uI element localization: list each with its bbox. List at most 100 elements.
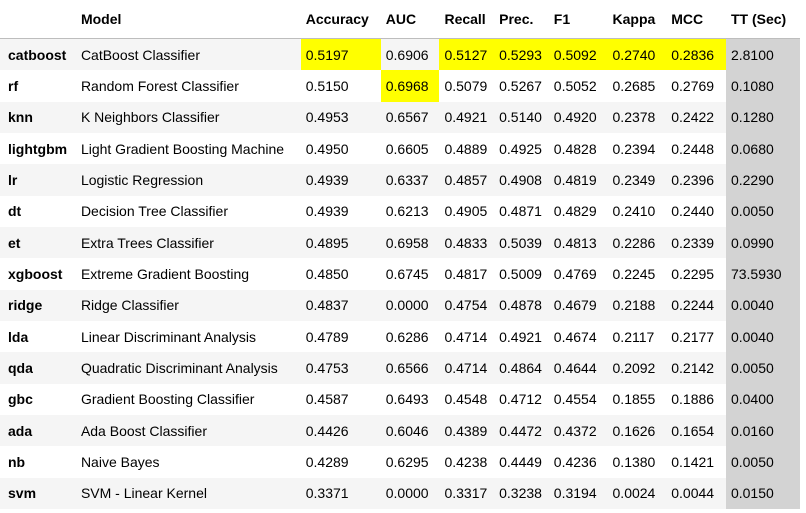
- tt-cell: 0.0040: [725, 320, 800, 353]
- accuracy-cell: 0.4953: [300, 101, 381, 133]
- row-id: knn: [0, 101, 76, 133]
- row-id: lr: [0, 164, 76, 196]
- mcc-cell: 0.2244: [666, 289, 726, 321]
- mcc-cell: 0.2836: [666, 38, 726, 71]
- kappa-cell: 0.2349: [607, 164, 667, 196]
- mcc-cell: 0.2396: [666, 164, 726, 196]
- mcc-cell: 0.2422: [666, 101, 726, 133]
- model-name: Extreme Gradient Boosting: [75, 258, 301, 290]
- kappa-cell: 0.2378: [607, 101, 667, 133]
- kappa-cell: 0.0024: [607, 477, 667, 509]
- f1-cell: 0.4236: [548, 446, 608, 478]
- prec-cell: 0.5293: [494, 38, 549, 71]
- f1-cell: 0.4679: [548, 289, 608, 321]
- model-name: Linear Discriminant Analysis: [75, 320, 301, 353]
- recall-cell: 0.4833: [439, 226, 495, 259]
- f1-cell: 0.4829: [548, 195, 608, 227]
- recall-cell: 0.4714: [439, 320, 495, 353]
- row-id: ridge: [0, 289, 76, 321]
- tt-cell: 73.5930: [725, 258, 800, 290]
- accuracy-cell: 0.3371: [300, 477, 381, 509]
- auc-cell: 0.6295: [380, 446, 440, 478]
- prec-cell: 0.4871: [494, 195, 549, 227]
- kappa-cell: 0.1855: [607, 383, 667, 415]
- table-row: ridge Ridge Classifier 0.4837 0.0000 0.4754 0…: [0, 289, 800, 321]
- tt-cell: 0.1080: [725, 70, 800, 102]
- accuracy-cell: 0.4753: [300, 352, 381, 384]
- mcc-cell: 0.2339: [666, 226, 726, 259]
- row-id: dt: [0, 195, 76, 227]
- f1-cell: 0.4674: [548, 320, 608, 353]
- prec-cell: 0.4472: [494, 414, 549, 447]
- auc-cell: 0.6493: [380, 383, 440, 415]
- model-name: Gradient Boosting Classifier: [75, 383, 301, 415]
- f1-cell: 0.4813: [548, 226, 608, 259]
- tt-cell: 0.0150: [725, 477, 800, 509]
- kappa-cell: 0.2188: [607, 289, 667, 321]
- header-index: [0, 0, 76, 39]
- model-name: Light Gradient Boosting Machine: [75, 132, 301, 165]
- f1-cell: 0.4372: [548, 414, 608, 447]
- recall-cell: 0.4889: [439, 132, 495, 165]
- accuracy-cell: 0.5197: [300, 38, 381, 71]
- row-id: lda: [0, 320, 76, 353]
- kappa-cell: 0.2394: [607, 132, 667, 165]
- mcc-cell: 0.2295: [666, 258, 726, 290]
- table-row: lr Logistic Regression 0.4939 0.6337 0.4857 0…: [0, 164, 800, 196]
- accuracy-cell: 0.4289: [300, 446, 381, 478]
- recall-cell: 0.4905: [439, 195, 495, 227]
- accuracy-cell: 0.4939: [300, 164, 381, 196]
- model-name: Naive Bayes: [75, 446, 301, 478]
- prec-cell: 0.4921: [494, 320, 549, 353]
- accuracy-cell: 0.4895: [300, 226, 381, 259]
- header-tt-sec: TT (Sec): [725, 0, 800, 39]
- table-body: catboost CatBoost Classifier 0.5197 0.6906 0…: [0, 38, 800, 509]
- table-row: lda Linear Discriminant Analysis 0.4789 0.6…: [0, 320, 800, 353]
- prec-cell: 0.4864: [494, 352, 549, 384]
- recall-cell: 0.4714: [439, 352, 495, 384]
- row-id: catboost: [0, 38, 76, 71]
- accuracy-cell: 0.5150: [300, 70, 381, 102]
- auc-cell: 0.6605: [380, 132, 440, 165]
- recall-cell: 0.4548: [439, 383, 495, 415]
- header-auc: AUC: [380, 0, 440, 39]
- auc-cell: 0.0000: [380, 289, 440, 321]
- header-row: Model Accuracy AUC Recall Prec. F1 Kappa…: [0, 0, 800, 39]
- header-prec: Prec.: [494, 0, 549, 39]
- prec-cell: 0.5140: [494, 101, 549, 133]
- recall-cell: 0.4921: [439, 101, 495, 133]
- recall-cell: 0.4817: [439, 258, 495, 290]
- mcc-cell: 0.1886: [666, 383, 726, 415]
- recall-cell: 0.4754: [439, 289, 495, 321]
- tt-cell: 0.0990: [725, 226, 800, 259]
- f1-cell: 0.4920: [548, 101, 608, 133]
- table-row: catboost CatBoost Classifier 0.5197 0.6906 0…: [0, 38, 800, 71]
- model-name: K Neighbors Classifier: [75, 101, 301, 133]
- table-header: Model Accuracy AUC Recall Prec. F1 Kappa…: [0, 0, 800, 39]
- kappa-cell: 0.2286: [607, 226, 667, 259]
- auc-cell: 0.6906: [380, 38, 440, 71]
- row-id: xgboost: [0, 258, 76, 290]
- row-id: ada: [0, 414, 76, 447]
- row-id: rf: [0, 70, 76, 102]
- auc-cell: 0.6337: [380, 164, 440, 196]
- kappa-cell: 0.2117: [607, 320, 667, 353]
- kappa-cell: 0.1626: [607, 414, 667, 447]
- model-name: Logistic Regression: [75, 164, 301, 196]
- tt-cell: 2.8100: [725, 38, 800, 71]
- auc-cell: 0.6958: [380, 226, 440, 259]
- accuracy-cell: 0.4426: [300, 414, 381, 447]
- model-name: Ada Boost Classifier: [75, 414, 301, 447]
- row-id: gbc: [0, 383, 76, 415]
- header-mcc: MCC: [666, 0, 726, 39]
- header-model: Model: [75, 0, 301, 39]
- prec-cell: 0.5009: [494, 258, 549, 290]
- prec-cell: 0.4925: [494, 132, 549, 165]
- tt-cell: 0.1280: [725, 101, 800, 133]
- accuracy-cell: 0.4789: [300, 320, 381, 353]
- prec-cell: 0.5267: [494, 70, 549, 102]
- prec-cell: 0.4449: [494, 446, 549, 478]
- table-row: gbc Gradient Boosting Classifier 0.4587 0.6…: [0, 383, 800, 415]
- kappa-cell: 0.2410: [607, 195, 667, 227]
